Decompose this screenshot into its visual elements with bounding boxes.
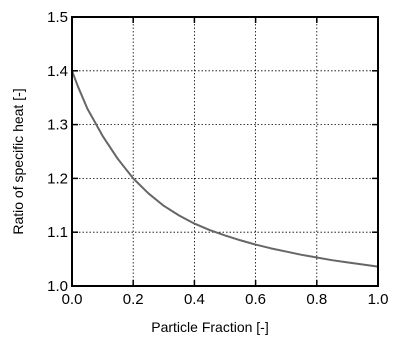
- x-tick-label: 0.6: [245, 291, 266, 308]
- x-tick-label: 0.4: [184, 291, 205, 308]
- axis-ticks: [71, 16, 379, 287]
- grid: [72, 17, 378, 286]
- x-tick-labels: 0.0 0.2 0.4 0.6 0.8 1.0: [62, 291, 389, 308]
- x-tick-label: 0.8: [306, 291, 327, 308]
- x-axis-label: Particle Fraction [-]: [151, 319, 268, 335]
- plot-frame: [71, 16, 379, 287]
- y-tick-label: 1.4: [47, 63, 68, 80]
- x-tick-label: 0.0: [62, 291, 83, 308]
- y-tick-label: 1.2: [47, 170, 68, 187]
- y-tick-label: 1.5: [47, 9, 68, 26]
- y-tick-label: 1.0: [47, 278, 68, 295]
- x-tick-label: 1.0: [368, 291, 389, 308]
- y-tick-label: 1.3: [47, 117, 68, 134]
- plot-area: [71, 70, 379, 268]
- x-tick-label: 0.2: [123, 291, 144, 308]
- y-tick-label: 1.1: [47, 224, 68, 241]
- y-axis-label: Ratio of specific heat [-]: [10, 88, 26, 234]
- y-tick-labels: 1.0 1.1 1.2 1.3 1.4 1.5: [47, 9, 68, 295]
- series-line: [71, 70, 379, 268]
